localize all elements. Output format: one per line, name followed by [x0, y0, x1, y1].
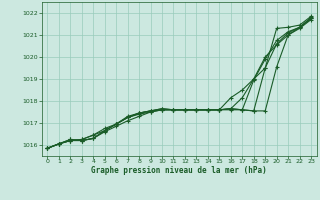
X-axis label: Graphe pression niveau de la mer (hPa): Graphe pression niveau de la mer (hPa) [91, 166, 267, 175]
